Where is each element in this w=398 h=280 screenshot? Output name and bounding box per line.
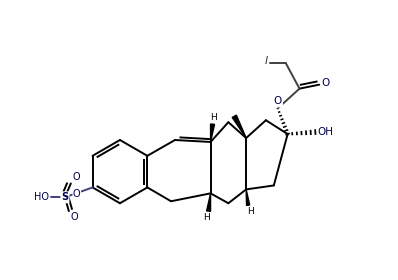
Polygon shape (232, 115, 246, 138)
Text: H: H (210, 113, 217, 122)
Polygon shape (207, 193, 211, 211)
Text: I: I (265, 56, 268, 66)
Text: HO: HO (34, 192, 49, 202)
Polygon shape (246, 189, 250, 206)
Text: H: H (203, 213, 210, 222)
Text: O: O (70, 212, 78, 222)
Text: H: H (247, 207, 254, 216)
Text: O: O (73, 189, 80, 199)
Text: OH: OH (317, 127, 333, 137)
Polygon shape (211, 124, 215, 142)
Text: O: O (274, 96, 282, 106)
Text: O: O (72, 172, 80, 182)
Text: S: S (61, 192, 68, 202)
Text: O: O (321, 78, 330, 88)
